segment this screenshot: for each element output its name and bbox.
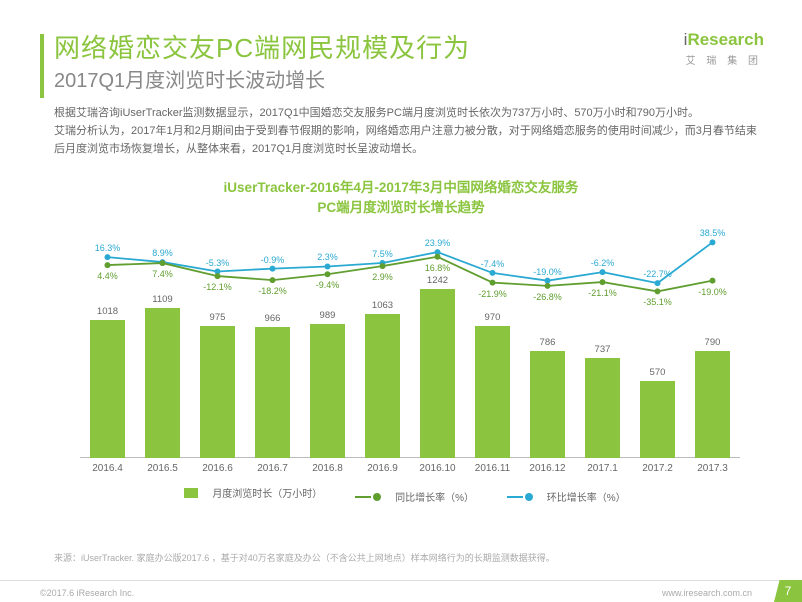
yoy-label: -21.9% <box>473 289 513 299</box>
bar-value: 975 <box>200 312 235 323</box>
bar-value: 1109 <box>145 294 180 305</box>
bar: 966 <box>255 327 290 458</box>
mom-label: -22.7% <box>638 269 678 279</box>
bar: 975 <box>200 326 235 458</box>
bar-value: 737 <box>585 344 620 355</box>
source-note: 来源：iUserTracker. 家庭办公版2017.6 ，基于对40万名家庭及… <box>54 551 555 564</box>
category-label: 2016.12 <box>520 463 575 474</box>
logo: iResearch 艾 瑞 集 团 <box>684 30 764 67</box>
page-title: 网络婚恋交友PC端网民规模及行为 <box>54 28 470 65</box>
bar-value: 970 <box>475 312 510 323</box>
category-label: 2017.1 <box>575 463 630 474</box>
yoy-label: -21.1% <box>583 288 623 298</box>
bar-value: 790 <box>695 337 730 348</box>
bar: 1109 <box>145 308 180 459</box>
bar: 970 <box>475 326 510 458</box>
bar-value: 989 <box>310 310 345 321</box>
category-label: 2017.3 <box>685 463 740 474</box>
bar: 786 <box>530 351 565 458</box>
yoy-label: -19.0% <box>693 287 733 297</box>
mom-label: 8.9% <box>143 248 183 258</box>
yoy-label: -12.1% <box>198 282 238 292</box>
paragraph-1: 根据艾瑞咨询iUserTracker监测数据显示，2017Q1中国婚恋交友服务P… <box>54 104 760 122</box>
mom-label: 23.9% <box>418 238 458 248</box>
footer-url: www.iresearch.com.cn <box>662 588 752 598</box>
category-label: 2017.2 <box>630 463 685 474</box>
logo-main: iResearch <box>684 30 764 50</box>
bar-value: 570 <box>640 367 675 378</box>
category-label: 2016.8 <box>300 463 355 474</box>
yoy-label: 2.9% <box>363 272 403 282</box>
category-label: 2016.10 <box>410 463 465 474</box>
logo-sub: 艾 瑞 集 团 <box>684 52 764 67</box>
mom-label: 16.3% <box>88 243 128 253</box>
category-label: 2016.6 <box>190 463 245 474</box>
bar: 989 <box>310 324 345 458</box>
category-label: 2016.9 <box>355 463 410 474</box>
mom-label: -19.0% <box>528 267 568 277</box>
category-label: 2016.11 <box>465 463 520 474</box>
page-subtitle: 2017Q1月度浏览时长波动增长 <box>54 64 325 93</box>
legend-mom: 环比增长率（%） <box>507 489 636 504</box>
yoy-label: 4.4% <box>88 271 128 281</box>
chart-title: iUserTracker-2016年4月-2017年3月中国网络婚恋交友服务 P… <box>0 178 802 219</box>
accent-bar <box>40 34 44 98</box>
bar-value: 1018 <box>90 306 125 317</box>
mom-label: 2.3% <box>308 252 348 262</box>
mom-label: -7.4% <box>473 259 513 269</box>
yoy-label: -9.4% <box>308 280 348 290</box>
paragraph-2: 艾瑞分析认为，2017年1月和2月期间由于受到春节假期的影响，网络婚恋用户注意力… <box>54 122 760 158</box>
copyright: ©2017.6 iResearch Inc. <box>40 588 134 598</box>
category-label: 2016.5 <box>135 463 190 474</box>
yoy-label: -26.8% <box>528 292 568 302</box>
category-label: 2016.4 <box>80 463 135 474</box>
yoy-label: -35.1% <box>638 297 678 307</box>
footer: ©2017.6 iResearch Inc. www.iresearch.com… <box>0 580 802 602</box>
bar: 737 <box>585 358 620 458</box>
mom-label: 38.5% <box>693 228 733 238</box>
bar: 1063 <box>365 314 400 458</box>
mom-label: 7.5% <box>363 249 403 259</box>
body-text: 根据艾瑞咨询iUserTracker监测数据显示，2017Q1中国婚恋交友服务P… <box>54 104 760 158</box>
yoy-label: 16.8% <box>418 263 458 273</box>
chart: 1018 2016.4 1109 2016.5 975 2016.6 966 2016.7 98… <box>80 228 740 508</box>
mom-label: -5.3% <box>198 258 238 268</box>
mom-label: -0.9% <box>253 255 293 265</box>
legend-bar: 月度浏览时长（万小时） <box>184 485 332 500</box>
bar: 1242 <box>420 289 455 458</box>
bar-value: 966 <box>255 313 290 324</box>
yoy-label: 7.4% <box>143 269 183 279</box>
legend-yoy: 同比增长率（%） <box>355 489 484 504</box>
mom-label: -6.2% <box>583 258 623 268</box>
bar: 570 <box>640 381 675 458</box>
bar-value: 1063 <box>365 300 400 311</box>
category-label: 2016.7 <box>245 463 300 474</box>
bar-value: 1242 <box>420 275 455 286</box>
chart-title-line2: PC端月度浏览时长增长趋势 <box>0 198 802 218</box>
yoy-label: -18.2% <box>253 286 293 296</box>
chart-legend: 月度浏览时长（万小时） 同比增长率（%） 环比增长率（%） <box>80 485 740 504</box>
page-number: 7 <box>774 580 802 602</box>
bar: 790 <box>695 351 730 458</box>
bar: 1018 <box>90 320 125 458</box>
bar-value: 786 <box>530 337 565 348</box>
chart-title-line1: iUserTracker-2016年4月-2017年3月中国网络婚恋交友服务 <box>0 178 802 198</box>
